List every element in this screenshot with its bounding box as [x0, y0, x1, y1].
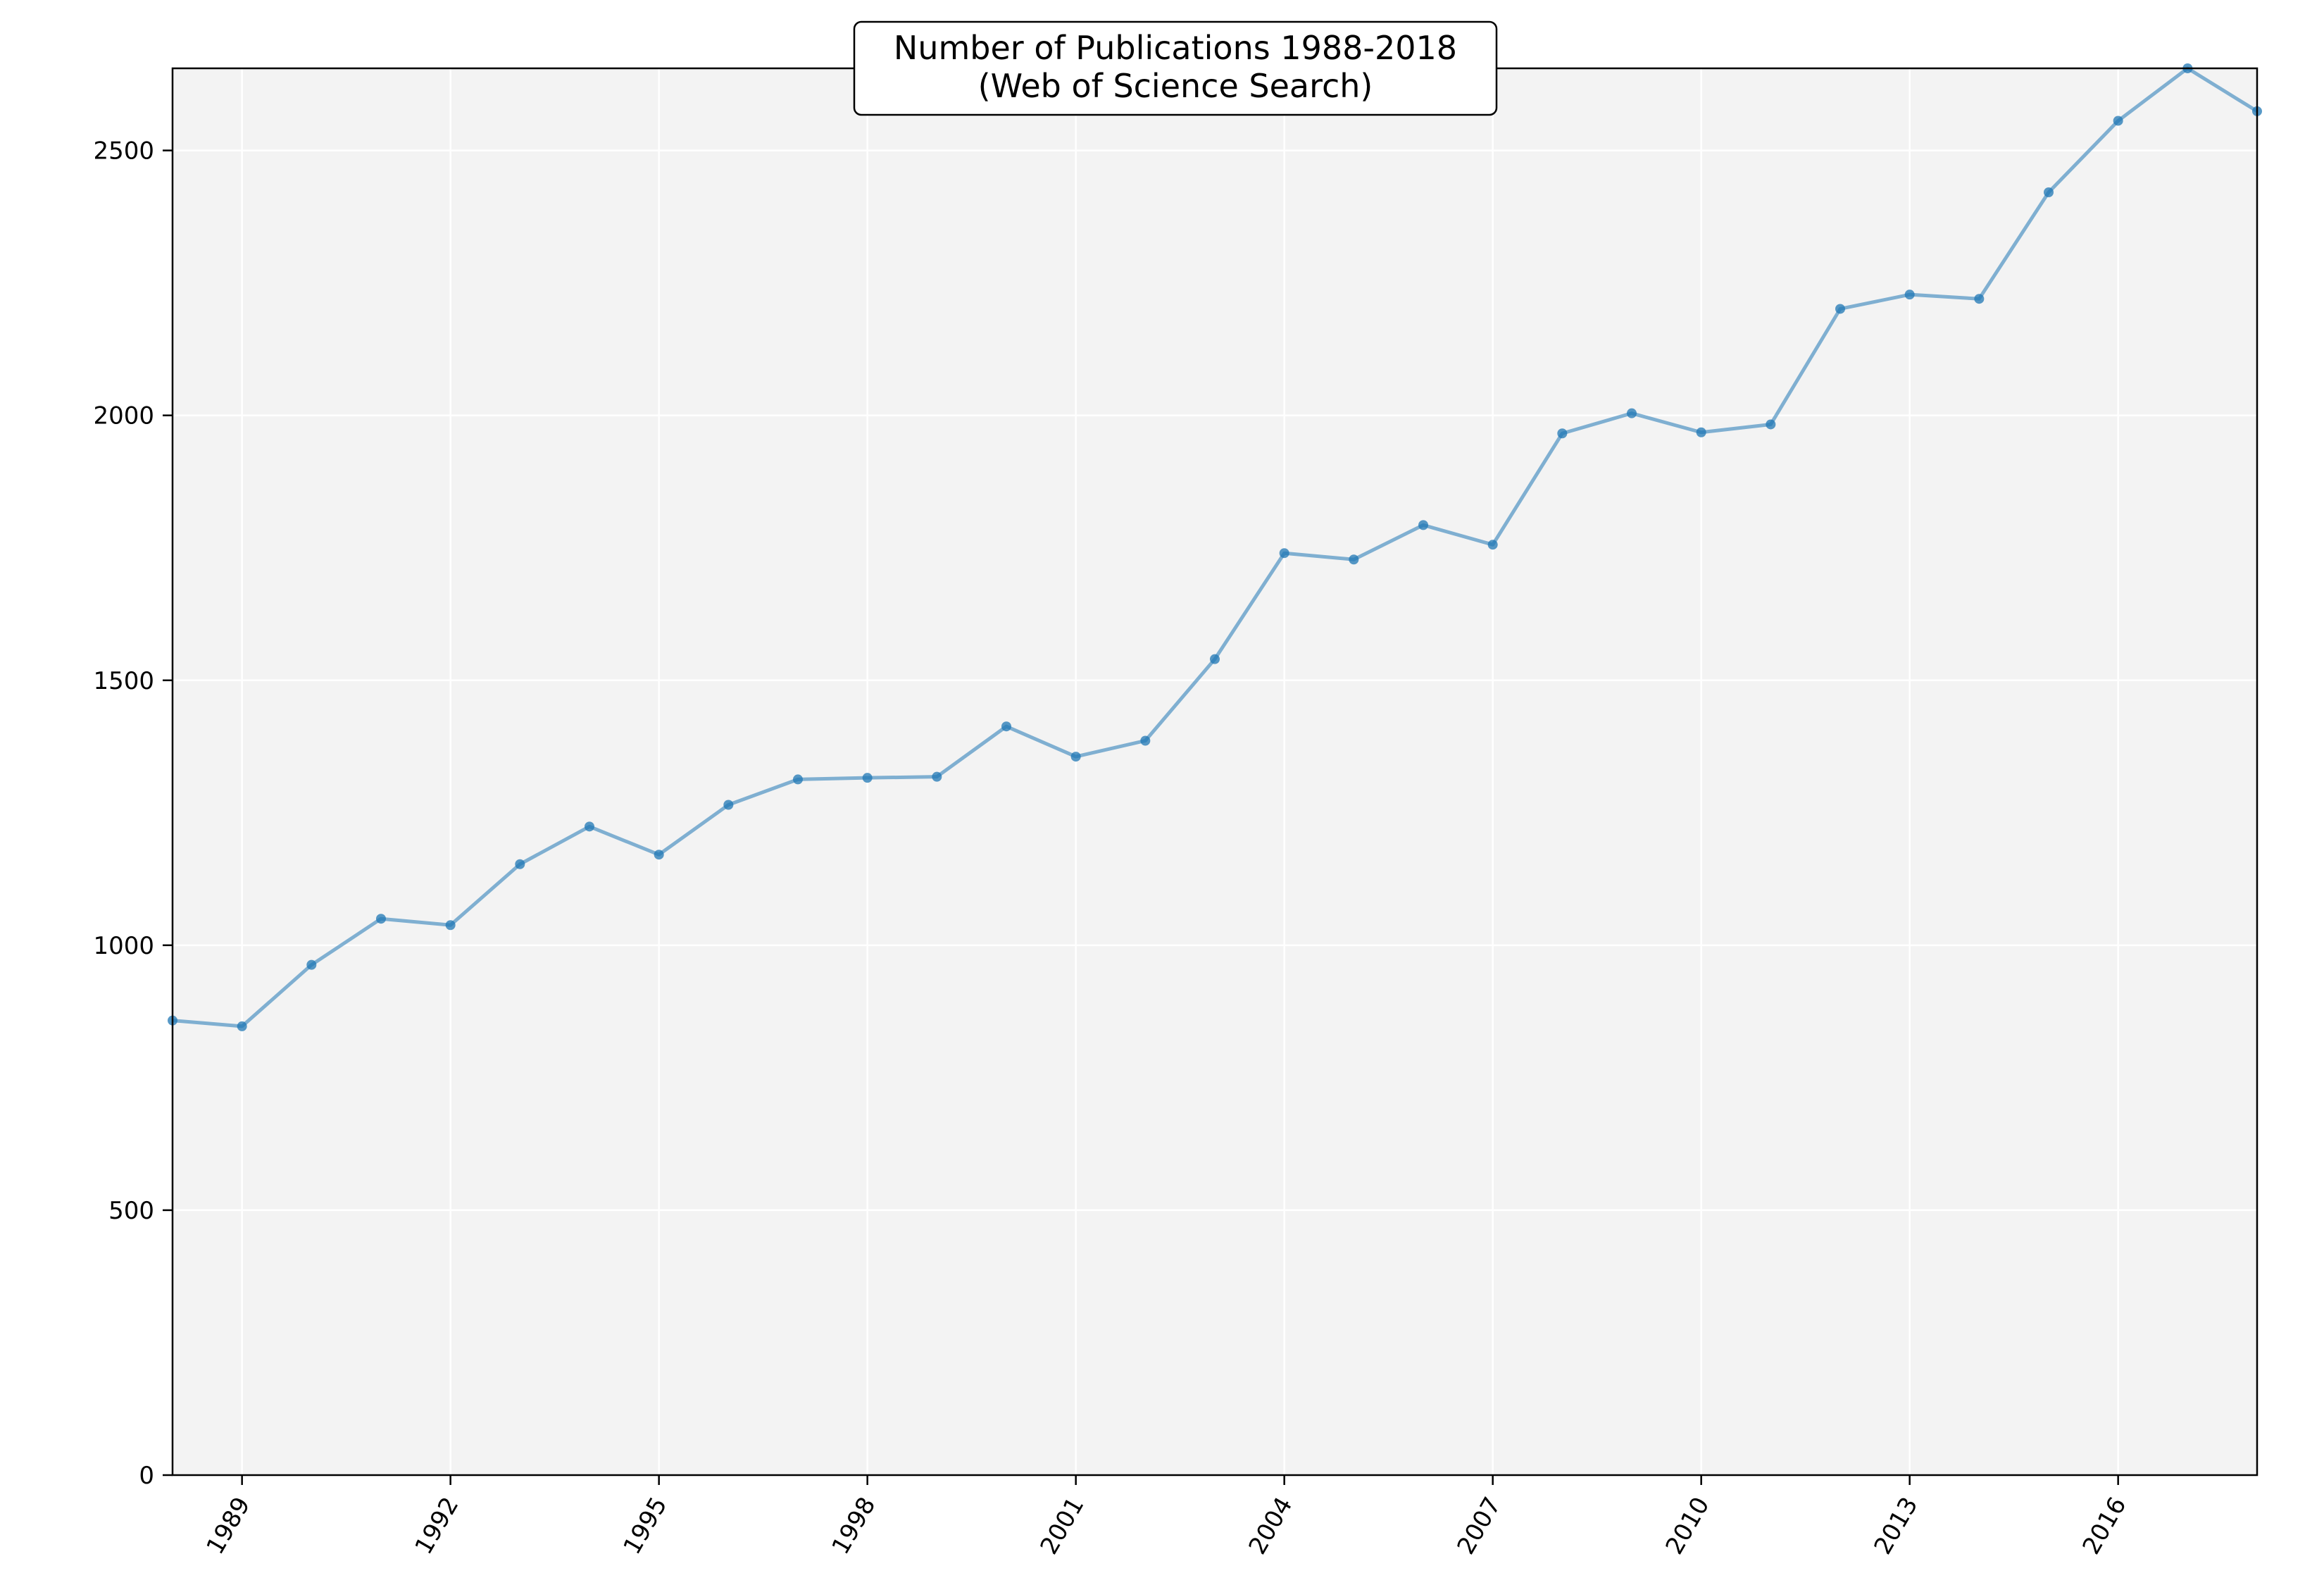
data-point [793, 774, 803, 785]
x-tick-label: 2004 [1244, 1493, 1299, 1560]
data-point [1279, 548, 1289, 559]
y-tick-label: 1000 [93, 932, 154, 960]
data-point [376, 914, 386, 924]
y-tick-label: 2000 [93, 402, 154, 430]
data-point [723, 800, 734, 810]
data-point [1487, 540, 1498, 550]
x-tick-label: 2010 [1661, 1493, 1716, 1560]
x-tick-label: 1989 [201, 1493, 256, 1560]
data-point [1627, 408, 1637, 418]
data-point [1140, 735, 1151, 746]
data-point [306, 959, 317, 970]
data-point [515, 859, 525, 869]
data-point [932, 771, 942, 782]
data-point [862, 773, 873, 783]
data-point [1835, 304, 1845, 314]
x-tick-label: 2013 [1869, 1493, 1924, 1560]
plot-area [173, 68, 2257, 1475]
title-box-frame [853, 20, 1498, 116]
data-point [585, 821, 594, 832]
data-point [445, 920, 456, 931]
x-tick-label: 2001 [1035, 1493, 1090, 1560]
data-point [1070, 752, 1081, 762]
y-tick-label: 2500 [93, 137, 154, 166]
data-point [1974, 294, 1985, 304]
chart-title-line-1: Number of Publications 1988-2018 [894, 29, 1457, 67]
x-tick-label: 1998 [827, 1493, 882, 1560]
data-point [1001, 721, 1011, 732]
data-point [237, 1021, 247, 1031]
data-point [654, 850, 664, 860]
data-point [1766, 419, 1776, 430]
y-tick-label: 1500 [93, 667, 154, 695]
x-tick-label: 2007 [1452, 1493, 1507, 1560]
data-series [168, 63, 2262, 1031]
chart-title-box: Number of Publications 1988-2018 (Web of… [853, 20, 1498, 116]
data-point [1696, 427, 1706, 437]
x-tick-label: 1995 [618, 1493, 673, 1560]
data-point [1210, 654, 1220, 664]
data-point [1349, 554, 1359, 565]
chart-title-line-2: (Web of Science Search) [978, 67, 1373, 105]
data-point [2113, 116, 2123, 126]
y-tick-label: 0 [139, 1462, 154, 1490]
x-tick-label: 1992 [410, 1493, 465, 1560]
data-point [1418, 520, 1428, 530]
data-point [1557, 428, 1568, 439]
data-point [1904, 290, 1915, 300]
y-tick-label: 500 [108, 1197, 154, 1225]
x-tick-label: 2016 [2078, 1493, 2132, 1560]
data-point [2044, 187, 2054, 198]
